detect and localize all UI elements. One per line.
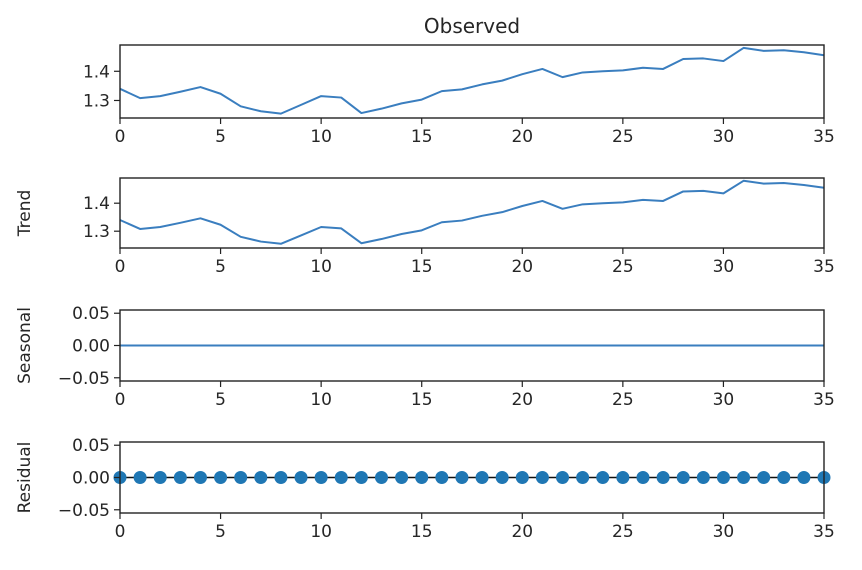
residual-point <box>294 471 308 484</box>
residual-point <box>334 471 348 484</box>
residual-point <box>435 471 449 484</box>
residual-point <box>455 471 469 484</box>
panel-trend: 0 5 10 15 20 25 30 35 1.3 1.4 Trend <box>15 177 835 277</box>
residual-point <box>254 471 268 484</box>
trend-y-tick-label: 1.3 <box>83 222 110 242</box>
residual-y-tick-label: 0.05 <box>72 436 110 456</box>
residual-point <box>173 471 187 484</box>
panel-residual: 0 5 10 15 20 25 30 35 0.05 0.00 −0.05 Residual <box>15 436 835 542</box>
trend-x-tick-label: 15 <box>411 257 433 277</box>
seasonal-y-tick-label: 0.00 <box>72 337 110 357</box>
residual-point <box>314 471 328 484</box>
residual-point <box>374 471 388 484</box>
trend-x-tick-label: 20 <box>511 257 533 277</box>
trend-x-tick-label: 10 <box>310 257 332 277</box>
seasonal-y-tick-label: −0.05 <box>58 369 110 389</box>
residual-point <box>535 471 549 484</box>
observed-title: Observed <box>424 14 520 38</box>
residual-point <box>777 471 791 484</box>
observed-x-tick-label: 0 <box>115 127 126 147</box>
residual-point <box>274 471 288 484</box>
residual-point <box>153 471 167 484</box>
residual-point <box>616 471 630 484</box>
residual-point <box>797 471 811 484</box>
seasonal-y-axis-label: Seasonal <box>15 307 35 384</box>
residual-point <box>415 471 429 484</box>
residual-point <box>395 471 409 484</box>
panel-seasonal: 0 5 10 15 20 25 30 35 0.05 0.00 −0.05 Seasonal <box>15 304 835 410</box>
residual-y-tick-label: −0.05 <box>58 501 110 521</box>
observed-x-tick-label: 35 <box>813 127 835 147</box>
seasonal-x-tick-label: 0 <box>115 390 126 410</box>
trend-axes-frame <box>119 177 825 249</box>
observed-y-tick-label: 1.3 <box>83 91 110 111</box>
seasonal-x-tick-label: 15 <box>411 390 433 410</box>
residual-x-tick-label: 30 <box>713 522 735 542</box>
residual-point <box>515 471 529 484</box>
residual-point <box>193 471 207 484</box>
residual-point <box>354 471 368 484</box>
residual-x-tick-label: 10 <box>310 522 332 542</box>
trend-y-axis-label: Trend <box>15 190 35 238</box>
trend-y-tick-label: 1.4 <box>83 194 110 214</box>
residual-point <box>234 471 248 484</box>
residual-point <box>636 471 650 484</box>
seasonal-x-tick-label: 20 <box>511 390 533 410</box>
seasonal-x-tick-label: 5 <box>215 390 226 410</box>
trend-x-tick-label: 30 <box>713 257 735 277</box>
residual-x-tick-label: 0 <box>115 522 126 542</box>
residual-y-tick-label: 0.00 <box>72 469 110 489</box>
residual-x-tick-label: 5 <box>215 522 226 542</box>
seasonal-x-tick-label: 25 <box>612 390 634 410</box>
residual-point <box>656 471 670 484</box>
residual-x-tick-label: 35 <box>813 522 835 542</box>
observed-x-tick-label: 25 <box>612 127 634 147</box>
residual-x-tick-label: 15 <box>411 522 433 542</box>
residual-point <box>133 471 147 484</box>
trend-x-tick-label: 5 <box>215 257 226 277</box>
residual-point <box>696 471 710 484</box>
trend-x-tick-label: 25 <box>612 257 634 277</box>
residual-point <box>596 471 610 484</box>
observed-axes-frame <box>119 44 825 119</box>
seasonal-x-tick-label: 30 <box>713 390 735 410</box>
observed-x-tick-label: 20 <box>511 127 533 147</box>
observed-x-tick-label: 30 <box>713 127 735 147</box>
residual-point <box>716 471 730 484</box>
seasonal-y-tick-label: 0.05 <box>72 304 110 324</box>
observed-x-tick-label: 15 <box>411 127 433 147</box>
residual-point <box>576 471 590 484</box>
residual-point <box>757 471 771 484</box>
observed-series-line <box>119 46 825 115</box>
residual-x-tick-label: 20 <box>511 522 533 542</box>
residual-point <box>214 471 228 484</box>
trend-x-tick-label: 0 <box>115 257 126 277</box>
residual-point <box>556 471 570 484</box>
panel-observed: 0 5 10 15 20 25 30 35 1.3 1.4 Observed <box>83 14 835 147</box>
observed-x-tick-label: 10 <box>310 127 332 147</box>
residual-point <box>475 471 489 484</box>
seasonal-x-tick-label: 35 <box>813 390 835 410</box>
seasonal-x-tick-label: 10 <box>310 390 332 410</box>
residual-point <box>676 471 690 484</box>
observed-x-tick-label: 5 <box>215 127 226 147</box>
trend-series-line <box>119 179 825 245</box>
observed-y-tick-label: 1.4 <box>83 62 110 82</box>
trend-x-tick-label: 35 <box>813 257 835 277</box>
residual-x-tick-label: 25 <box>612 522 634 542</box>
residual-point <box>495 471 509 484</box>
residual-point <box>737 471 751 484</box>
residual-y-axis-label: Residual <box>15 442 35 514</box>
